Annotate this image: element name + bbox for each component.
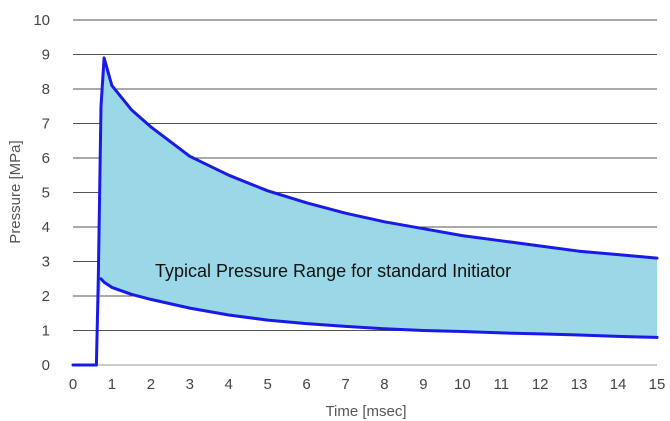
x-tick-10: 10 [454,376,471,393]
y-tick-6: 6 [42,150,50,167]
x-tick-7: 7 [341,376,349,393]
x-tick-6: 6 [302,376,310,393]
series-lines [71,56,659,367]
y-tick-9: 9 [42,47,50,64]
y-tick-2: 2 [42,288,50,305]
y-tick-1: 1 [42,323,50,340]
y-tick-10: 10 [33,12,50,29]
x-tick-1: 1 [108,376,116,393]
y-tick-4: 4 [42,219,50,236]
x-tick-8: 8 [380,376,388,393]
range-annotation: Typical Pressure Range for standard Init… [155,261,511,281]
x-axis-title: Time [msec] [325,403,406,420]
x-tick-labels: 0 1 2 3 4 5 6 7 8 9 10 11 12 13 14 15 [69,376,666,393]
y-tick-0: 0 [42,357,50,374]
upper-pressure-line [71,56,659,367]
y-tick-3: 3 [42,254,50,271]
y-axis-title: Pressure [MPa] [7,140,24,243]
x-tick-13: 13 [571,376,588,393]
pressure-range-band [73,57,657,366]
y-tick-8: 8 [42,81,50,98]
y-tick-labels: 0 1 2 3 4 5 6 7 8 9 10 [33,12,50,374]
lower-pressure-line [99,277,659,339]
x-tick-9: 9 [419,376,427,393]
x-tick-5: 5 [263,376,271,393]
y-tick-5: 5 [42,185,50,202]
y-tick-7: 7 [42,116,50,133]
x-tick-14: 14 [610,376,627,393]
x-tick-12: 12 [532,376,549,393]
x-tick-15: 15 [649,376,666,393]
x-tick-0: 0 [69,376,77,393]
x-tick-11: 11 [493,376,509,393]
x-tick-3: 3 [186,376,194,393]
x-tick-4: 4 [225,376,233,393]
x-tick-2: 2 [147,376,155,393]
